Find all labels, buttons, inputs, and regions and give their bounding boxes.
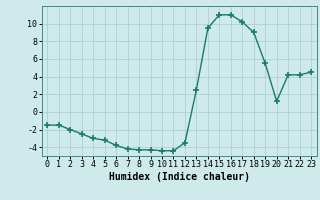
X-axis label: Humidex (Indice chaleur): Humidex (Indice chaleur) xyxy=(109,172,250,182)
